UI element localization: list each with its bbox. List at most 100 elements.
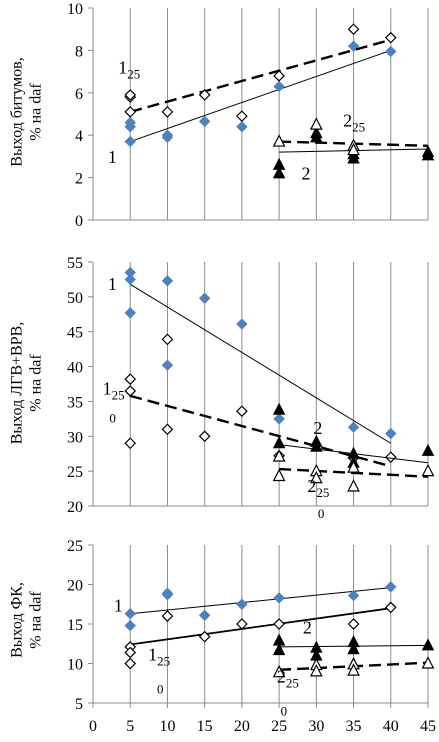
data-point [236, 598, 248, 610]
data-point [124, 89, 137, 101]
series-2 [124, 23, 397, 122]
trend-line [129, 394, 392, 468]
data-point [124, 385, 137, 397]
data-point [273, 592, 285, 604]
series-annotation: 2 [313, 418, 322, 438]
annotation-subscript: 0 [109, 410, 116, 425]
data-point [347, 589, 360, 602]
data-point [273, 618, 285, 630]
annotation-base: 1 [103, 378, 112, 398]
data-point [347, 642, 360, 655]
data-point [272, 642, 286, 656]
y-tick-label: 6 [75, 86, 83, 103]
data-point [347, 618, 360, 630]
annotation-base: 2 [307, 476, 316, 496]
data-point [421, 656, 435, 669]
annotation-base: 2 [313, 418, 322, 438]
annotation-base: 2 [277, 666, 286, 686]
data-point [124, 116, 136, 129]
data-point [347, 23, 360, 36]
data-point [124, 106, 137, 118]
series-3 [272, 402, 435, 468]
data-point [124, 657, 137, 670]
y-tick-label: 10 [67, 657, 83, 674]
data-point [124, 619, 136, 632]
data-point [198, 115, 211, 128]
series-1 [124, 266, 397, 444]
data-point [384, 31, 397, 44]
y-tick-label: 20 [67, 578, 83, 595]
y-tick-label: 25 [67, 538, 83, 555]
data-point [161, 587, 174, 599]
x-tick-label: 45 [420, 718, 436, 735]
data-point [161, 333, 174, 346]
series-2 [124, 601, 397, 670]
series-annotation: 125 [148, 644, 170, 668]
trend-line [129, 283, 392, 444]
series-3 [272, 633, 435, 661]
y-axis-label: Выход ЛГВ+ВРВ, [9, 322, 26, 445]
x-tick-label: 40 [383, 718, 399, 735]
x-tick-label: 20 [234, 718, 250, 735]
series-annotation: 1 [108, 147, 117, 167]
data-point [236, 405, 248, 418]
annotation-base: 2 [343, 111, 352, 131]
annotation-base: 1 [118, 58, 127, 78]
series-annotation: 0 [318, 506, 325, 521]
series-annotation: 0 [157, 682, 164, 697]
data-point [124, 307, 136, 319]
y-tick-label: 35 [67, 394, 83, 411]
annotation-base: 1 [148, 644, 157, 664]
data-point [272, 664, 286, 678]
data-point [124, 608, 136, 620]
x-ticks: 0 5 10 15 20 25 30 35 40 45 [89, 703, 436, 735]
data-point [273, 80, 285, 93]
series-1 [124, 581, 397, 632]
annotation-base: 2 [303, 617, 312, 637]
data-point [385, 581, 397, 593]
data-point [384, 451, 397, 464]
y-tick-label: 50 [67, 290, 83, 307]
y-ticks: 20 25 30 35 40 45 50 55 [67, 255, 93, 516]
data-point [198, 292, 211, 304]
x-tick-label: 0 [89, 718, 97, 735]
series-annotation: 1 [114, 595, 123, 615]
gridlines [129, 8, 429, 220]
data-point [161, 610, 174, 622]
series-annotation: 2 [301, 164, 310, 184]
data-point [421, 443, 435, 456]
trend-line [130, 587, 391, 615]
annotation-base: 1 [108, 147, 117, 167]
series-annotation: 225 [307, 476, 329, 500]
x-tick-label: 5 [126, 718, 134, 735]
data-point [272, 134, 286, 147]
y-ticks: 5 10 15 20 25 [67, 538, 93, 713]
series-annotation: 125 [118, 58, 140, 82]
data-point [161, 359, 174, 371]
series-4 [272, 656, 435, 678]
y-axis-label: % на daf [28, 354, 45, 412]
data-point [272, 449, 286, 462]
trend-line [130, 49, 391, 143]
data-point [272, 468, 286, 482]
annotation-subscript: 0 [318, 506, 325, 521]
data-point [421, 638, 435, 651]
data-point [385, 427, 397, 440]
trend-line [279, 467, 429, 478]
y-ticks: 0 2 4 6 8 10 [67, 1, 93, 230]
data-point [124, 646, 137, 659]
x-tick-label: 30 [308, 718, 324, 735]
data-point [309, 117, 323, 130]
y-tick-label: 0 [75, 213, 83, 230]
annotation-subscript: 25 [316, 485, 329, 500]
y-tick-label: 8 [75, 43, 83, 60]
data-point [198, 630, 211, 643]
x-tick-label: 15 [197, 718, 213, 735]
x-tick-label: 25 [271, 718, 287, 735]
data-point [347, 460, 360, 473]
